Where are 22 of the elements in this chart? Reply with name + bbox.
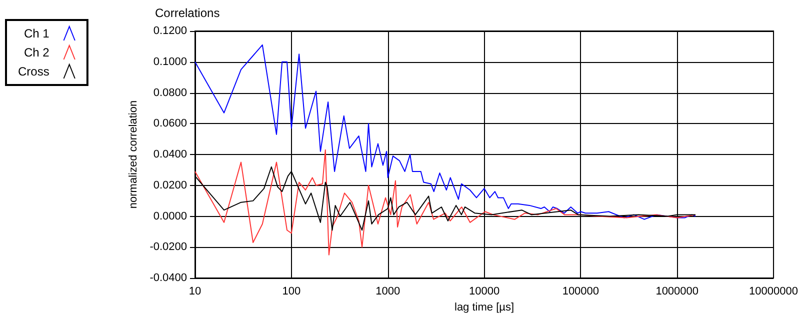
y-tick-label: 0.0600 [153,118,187,130]
y-tick-label: 0.0200 [153,179,187,192]
y-tick-label: 0.1200 [153,25,187,37]
y-tick-label: 0.0800 [153,86,187,99]
y-tick-label: -0.0400 [150,272,187,284]
legend-label: Ch 1 [24,26,50,40]
x-tick-label: 10 [188,286,202,298]
x-tick-label: 10000 [468,286,500,298]
y-tick-label: 0.0400 [153,148,187,160]
x-tick-label: 100 [282,286,301,298]
x-tick-label: 1000 [376,286,400,298]
y-tick-label: 0.1000 [153,56,187,68]
x-axis-title: lag time [µs] [454,302,514,314]
chart-title: Correlations [155,6,220,20]
y-tick-label: -0.0200 [150,241,187,254]
x-tick-label: 100000 [562,286,600,298]
legend-label: Cross [18,64,50,78]
legend-label: Ch 2 [24,46,50,60]
x-tick-label: 1000000 [656,286,699,298]
y-axis-title: normalized correlation [127,100,140,209]
y-tick-label: 0.0000 [153,210,187,222]
x-tick-label: 10000000 [749,286,798,298]
